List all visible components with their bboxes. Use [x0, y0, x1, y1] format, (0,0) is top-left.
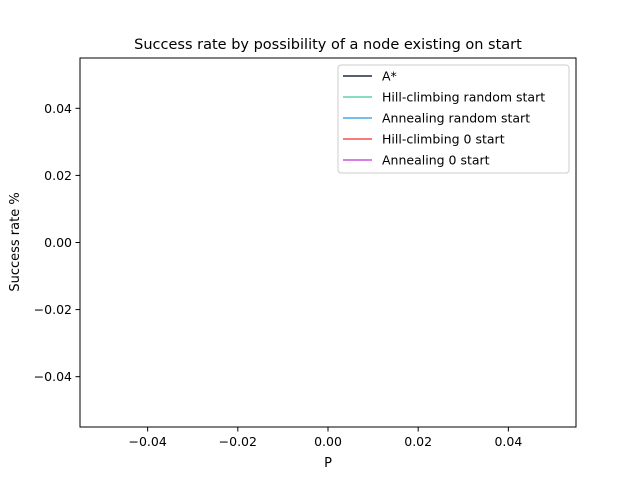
x-tick-label: 0.00	[314, 434, 342, 449]
y-tick-label: 0.02	[44, 168, 72, 183]
legend: A* Hill-climbing random start Annealing ra…	[337, 64, 570, 174]
legend-entry-label: Hill-climbing random start	[382, 90, 545, 105]
x-tick-label: 0.02	[404, 434, 432, 449]
x-axis: −0.04 −0.02 0.00 0.02 0.04	[128, 427, 522, 449]
x-axis-label: P	[324, 456, 332, 471]
legend-entry-label: Annealing random start	[382, 111, 530, 126]
y-tick-label: −0.04	[34, 369, 72, 384]
x-tick-label: −0.02	[219, 434, 257, 449]
y-tick-label: −0.02	[34, 302, 72, 317]
legend-entry-label: Hill-climbing 0 start	[382, 132, 505, 147]
y-tick-label: 0.04	[44, 101, 72, 116]
x-tick-label: 0.04	[494, 434, 522, 449]
legend-box	[337, 64, 570, 174]
y-axis-label: Success rate %	[8, 192, 23, 291]
y-axis: −0.04 −0.02 0.00 0.02 0.04	[34, 101, 80, 384]
x-tick-label: −0.04	[128, 434, 166, 449]
legend-entry-label: A*	[382, 69, 397, 84]
legend-entry-label: Annealing 0 start	[382, 153, 490, 168]
y-tick-label: 0.00	[44, 235, 72, 250]
chart-title: Success rate by possibility of a node ex…	[134, 37, 522, 53]
